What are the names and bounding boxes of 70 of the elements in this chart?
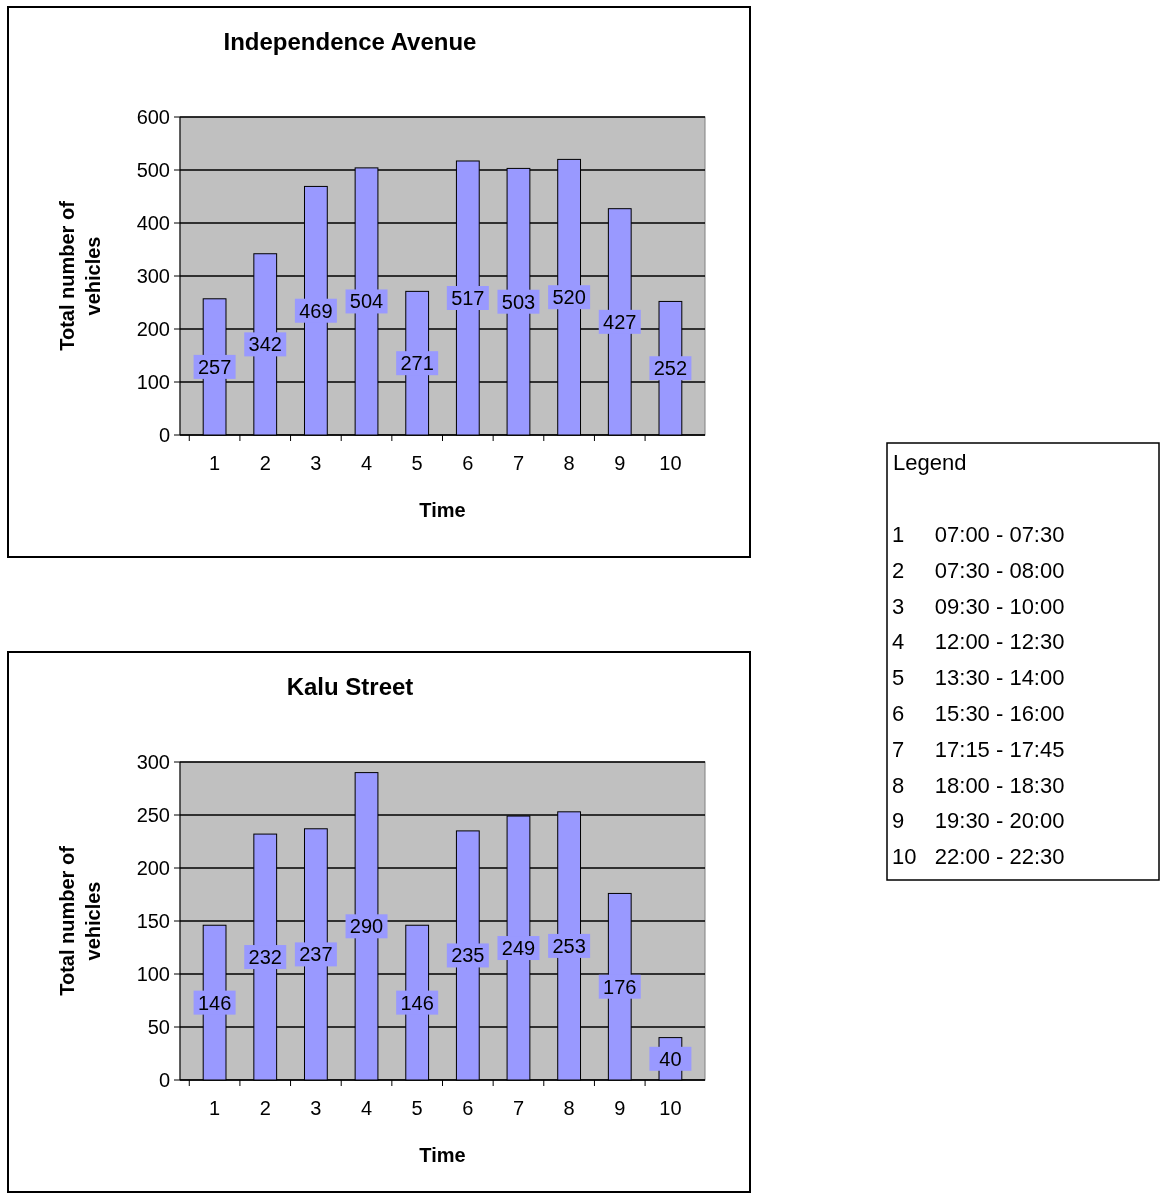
y-tick-label: 50 — [147, 1016, 170, 1038]
data-label: 469 — [299, 299, 333, 322]
y-tick-label: 400 — [136, 212, 170, 234]
y-axis-title: Total number of vehicles — [56, 200, 104, 351]
x-axis-title: Time — [419, 499, 466, 521]
x-tick-label: 5 — [411, 452, 423, 474]
text: 9 19:30 - 20:00 — [892, 808, 1065, 834]
x-tick-label: 10 — [659, 452, 682, 474]
text: 8 18:00 - 18:30 — [892, 772, 1065, 798]
y-tick-label: 250 — [136, 804, 170, 826]
chart-title: Kalu Street — [286, 673, 414, 700]
x-tick-label: 3 — [310, 452, 322, 474]
data-label: 232 — [248, 946, 282, 969]
text: 5 13:30 - 14:00 — [892, 665, 1065, 691]
y-tick-label: 150 — [136, 910, 170, 932]
data-label: 257 — [197, 355, 232, 378]
x-tick-label: 8 — [563, 452, 575, 474]
chart-title: Independence Avenue — [223, 28, 477, 55]
data-label: 520 — [552, 286, 586, 309]
y-tick-label: 100 — [136, 371, 170, 393]
data-label: 503 — [501, 290, 536, 313]
text: 3 09:30 - 10:00 — [892, 593, 1065, 619]
data-label: 427 — [603, 310, 637, 333]
data-label: 146 — [400, 991, 434, 1014]
text: 7 17:15 - 17:45 — [892, 736, 1065, 762]
data-label: 253 — [552, 934, 586, 957]
y-tick-label: 300 — [136, 751, 170, 773]
data-label: 249 — [501, 937, 536, 960]
y-tick-label: 200 — [136, 857, 170, 879]
data-label: 504 — [349, 290, 384, 313]
data-label: 271 — [400, 352, 434, 375]
y-tick-label: 500 — [136, 159, 170, 181]
text: 1 07:00 - 07:30 — [892, 522, 1065, 547]
text: Legend — [893, 450, 967, 475]
y-axis-title: Total number of vehicles — [56, 845, 104, 996]
data-label: 176 — [603, 975, 637, 998]
text: 2 07:30 - 08:00 — [892, 557, 1065, 583]
x-tick-label: 1 — [209, 1097, 221, 1119]
x-tick-label: 7 — [512, 452, 525, 474]
data-label: 342 — [248, 333, 282, 356]
x-tick-label: 1 — [209, 452, 221, 474]
data-label: 252 — [653, 357, 688, 380]
text: 6 15:30 - 16:00 — [892, 701, 1065, 726]
y-tick-label: 100 — [136, 963, 170, 985]
x-tick-label: 2 — [259, 1097, 271, 1119]
x-tick-label: 7 — [512, 1097, 525, 1119]
y-tick-label: 600 — [136, 106, 170, 128]
x-tick-label: 3 — [310, 1097, 322, 1119]
x-tick-label: 9 — [614, 452, 626, 474]
x-tick-label: 8 — [563, 1097, 575, 1119]
x-axis-title: Time — [419, 1144, 466, 1166]
x-tick-label: 6 — [462, 1097, 474, 1119]
data-label: 290 — [349, 915, 384, 938]
text: 4 12:00 - 12:30 — [892, 629, 1065, 655]
y-tick-label: 300 — [136, 265, 170, 287]
x-tick-label: 4 — [360, 452, 373, 474]
data-label: 235 — [451, 944, 485, 967]
y-tick-label: 0 — [158, 1069, 170, 1091]
text: 10 22:00 - 22:30 — [892, 844, 1065, 870]
x-tick-label: 9 — [614, 1097, 626, 1119]
x-tick-label: 2 — [259, 452, 271, 474]
x-tick-label: 10 — [659, 1097, 682, 1119]
y-tick-label: 200 — [136, 318, 170, 340]
x-tick-label: 5 — [411, 1097, 423, 1119]
data-label: 146 — [197, 991, 232, 1014]
x-tick-label: 4 — [360, 1097, 373, 1119]
x-tick-label: 6 — [462, 452, 474, 474]
data-label: 517 — [451, 286, 485, 309]
y-tick-label: 0 — [158, 424, 170, 446]
data-label: 237 — [299, 943, 333, 966]
